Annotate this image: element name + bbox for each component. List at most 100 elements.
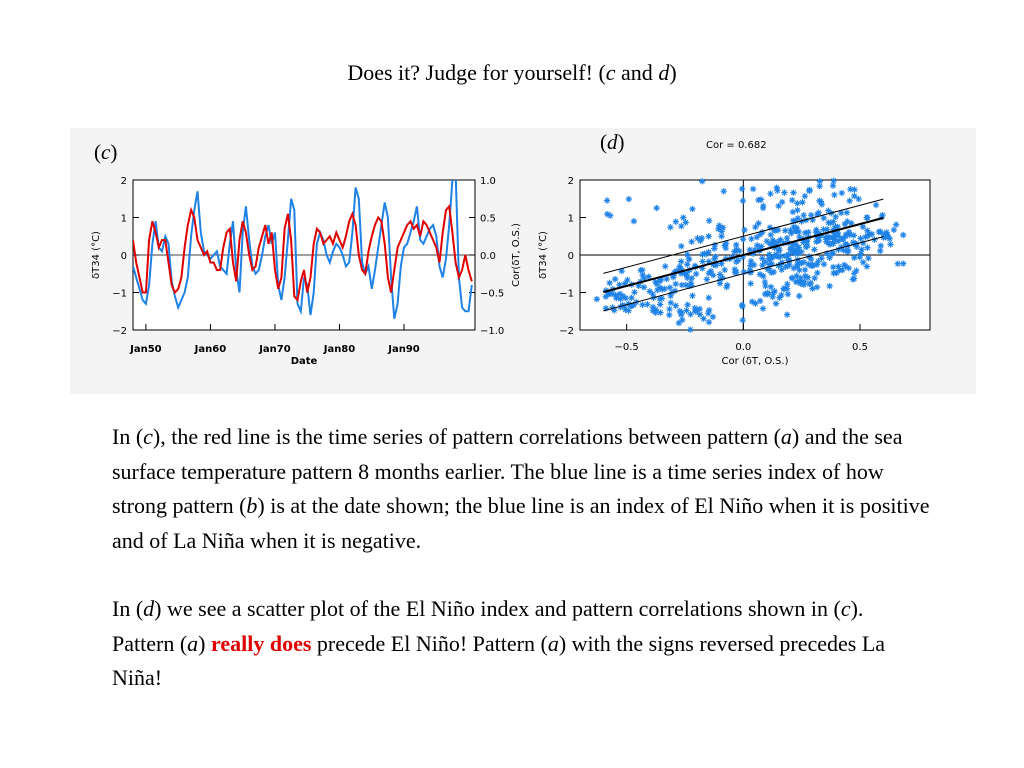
plot-d-point: [778, 291, 785, 299]
plot-d-point: [685, 255, 692, 263]
plot-d-point: [795, 244, 802, 251]
plot-d-point: [754, 242, 761, 249]
plot-d-point: [779, 198, 786, 206]
plot-d-point: [684, 301, 691, 308]
plot-d-point: [798, 218, 805, 225]
plot-d-point: [824, 234, 832, 242]
plot-d-y-tick-label: −2: [559, 326, 574, 337]
plot-d-point: [684, 261, 691, 268]
body-text: In (c), the red line is the time series …: [112, 420, 932, 696]
plot-d-point: [793, 262, 801, 270]
plot-d-point: [746, 246, 753, 253]
plot-d-point: [798, 248, 805, 255]
plot-d-point: [696, 311, 704, 318]
plot-d-point: [783, 311, 791, 318]
plot-d-point: [846, 197, 853, 205]
plot-d-point: [759, 262, 766, 269]
plot-d-point: [705, 318, 713, 326]
plot-d-point: [667, 224, 674, 231]
plot-d-point: [639, 271, 646, 279]
plot-d-point: [875, 228, 883, 236]
plot-d-point: [774, 187, 781, 194]
plot-d-point: [653, 280, 661, 288]
plot-d-point: [772, 300, 780, 307]
plot-d-point: [841, 220, 849, 228]
plot-d-point: [789, 197, 796, 204]
plot-d-point: [686, 282, 693, 290]
plot-d-point: [830, 226, 837, 233]
plot-d-point: [835, 232, 842, 240]
plot-d-point: [773, 184, 780, 191]
plot-c-red-series-line: [133, 203, 473, 303]
plot-d-point: [814, 258, 822, 265]
plot-d-point: [715, 225, 722, 233]
plot-d-point: [718, 228, 725, 235]
plot-d-point: [760, 272, 767, 280]
plot-d-point: [722, 244, 729, 252]
plot-d-point: [748, 235, 755, 243]
plot-d-point: [864, 227, 871, 234]
plot-d-point: [792, 250, 799, 257]
plot-d-x-tick-label: 0.0: [735, 342, 751, 353]
plot-d-point: [836, 267, 843, 274]
plot-d-x-axis-label: Cor (δT, O.S.): [722, 356, 789, 367]
plot-d-point: [801, 266, 809, 274]
plot-d-point: [763, 238, 771, 245]
plot-d-point: [733, 246, 740, 253]
plot-d-point: [826, 282, 833, 290]
plot-d-point: [657, 309, 664, 316]
plot-d-point: [795, 228, 802, 236]
plot-d-point: [654, 286, 661, 294]
plot-d-point: [776, 294, 783, 301]
plot-d-point: [851, 254, 858, 262]
plot-d-point: [678, 222, 685, 230]
plot-d-point: [827, 219, 834, 227]
plot-d-point: [882, 233, 890, 241]
plot-d-point: [747, 262, 754, 269]
plot-d-point: [683, 307, 690, 314]
plot-d-point: [816, 197, 823, 204]
plot-d-point: [731, 266, 738, 273]
plot-c-left-tick-label: −2: [112, 326, 127, 337]
plot-d-point: [607, 212, 614, 219]
plot-d-point: [794, 200, 801, 207]
plot-d-point: [800, 239, 807, 246]
plot-d-point: [712, 262, 720, 269]
plot-d-point: [835, 263, 842, 270]
plot-d-point: [844, 248, 851, 255]
plot-d-point: [733, 241, 740, 249]
plot-d-point: [798, 260, 805, 267]
plot-d-point: [813, 284, 821, 291]
paragraph-2: In (d) we see a scatter plot of the El N…: [112, 596, 864, 621]
plot-d-point: [689, 292, 696, 299]
plot-c-left-tick-label: −1: [112, 289, 127, 300]
plot-d-point: [853, 267, 860, 274]
plot-d-point: [645, 273, 652, 280]
plot-d-point: [771, 227, 779, 234]
plot-d-point: [773, 241, 780, 249]
plot-d-point: [764, 289, 771, 297]
plot-d-point: [862, 233, 869, 241]
plot-d-regression-line: [603, 216, 884, 294]
plot-d-point: [619, 301, 626, 309]
plot-d-point: [840, 247, 847, 254]
plot-d-point: [804, 274, 812, 281]
plot-d-point: [697, 237, 704, 244]
plot-d-point: [822, 234, 829, 241]
plot-c-blue-series-line: [133, 180, 473, 320]
plot-d-point: [837, 209, 845, 217]
plot-d-point: [694, 235, 701, 242]
plot-d-point: [712, 253, 719, 260]
plot-d-point: [843, 209, 851, 216]
plot-d-point: [756, 297, 764, 305]
plot-d-point: [832, 213, 839, 221]
plot-d-point: [838, 244, 845, 251]
plot-d-point: [688, 238, 695, 245]
plot-d-point: [842, 231, 850, 238]
plot-d-point: [739, 236, 747, 243]
plot-d-point: [788, 230, 795, 237]
plot-d-point: [709, 313, 717, 321]
plot-d-point: [677, 270, 685, 277]
plot-d-point: [774, 226, 782, 234]
plot-d-point: [602, 293, 610, 300]
